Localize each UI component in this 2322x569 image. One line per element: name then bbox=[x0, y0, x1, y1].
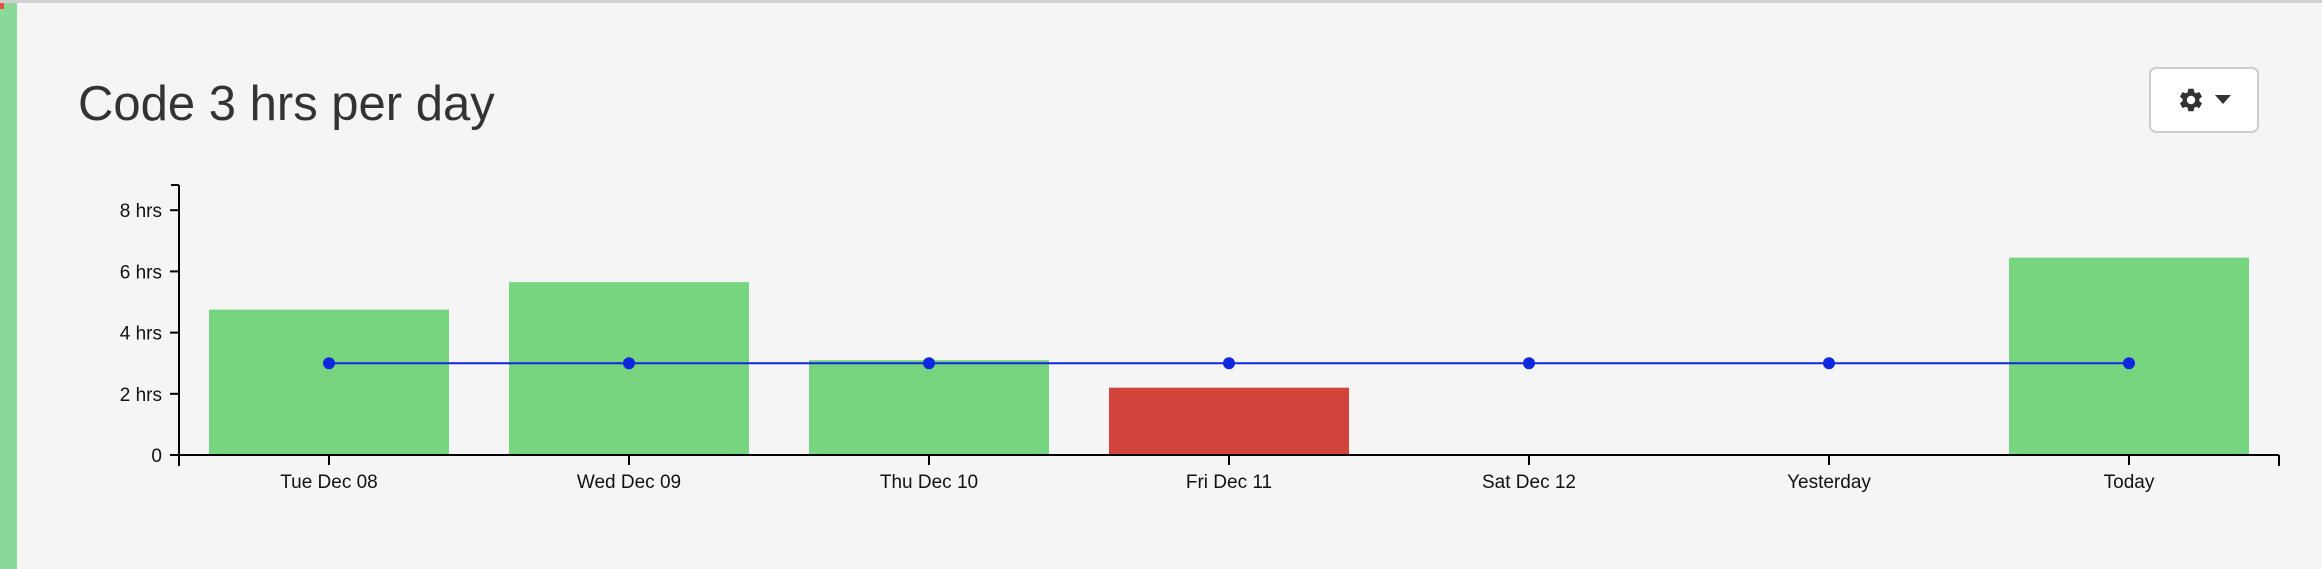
caret-down-icon bbox=[2215, 95, 2231, 105]
status-accent-marker bbox=[0, 3, 4, 9]
status-accent-bar bbox=[0, 3, 17, 569]
settings-dropdown-button[interactable] bbox=[2149, 67, 2259, 133]
x-tick-label-0: Tue Dec 08 bbox=[280, 472, 378, 493]
bar-2 bbox=[809, 360, 1049, 455]
goal-point-1 bbox=[623, 357, 635, 370]
x-tick-label-1: Wed Dec 09 bbox=[577, 472, 681, 493]
y-tick-label-0: 0 bbox=[151, 446, 162, 467]
y-tick-label-1: 2 hrs bbox=[120, 385, 162, 406]
goal-point-6 bbox=[2123, 357, 2135, 370]
goal-point-4 bbox=[1523, 357, 1535, 370]
goal-line-layer bbox=[323, 357, 2135, 370]
x-tick-label-3: Fri Dec 11 bbox=[1186, 472, 1272, 493]
y-tick-label-4: 8 hrs bbox=[120, 201, 162, 222]
y-tick-label-3: 6 hrs bbox=[120, 262, 162, 283]
gear-icon bbox=[2177, 86, 2205, 114]
goal-point-5 bbox=[1823, 357, 1835, 370]
daily-coding-chart: 0 2 hrs 4 hrs 6 hrs 8 hrs Tue Dec 08 Wed Dec 0… bbox=[120, 184, 2280, 493]
goal-title: Code 3 hrs per day bbox=[78, 77, 495, 131]
goal-point-0 bbox=[323, 357, 335, 370]
bar-6 bbox=[2009, 257, 2249, 455]
axes-layer: 0 2 hrs 4 hrs 6 hrs 8 hrs Tue Dec 08 Wed Dec 0… bbox=[120, 184, 2280, 493]
bar-0 bbox=[209, 309, 449, 455]
y-tick-label-2: 4 hrs bbox=[120, 324, 162, 345]
bars-layer bbox=[209, 257, 2249, 455]
goal-point-3 bbox=[1223, 357, 1235, 370]
x-tick-label-5: Yesterday bbox=[1787, 472, 1871, 493]
x-tick-label-2: Thu Dec 10 bbox=[880, 472, 978, 493]
goal-point-2 bbox=[923, 357, 935, 370]
x-tick-label-6: Today bbox=[2104, 472, 2155, 493]
bar-3 bbox=[1109, 387, 1349, 455]
x-tick-label-4: Sat Dec 12 bbox=[1482, 472, 1576, 493]
